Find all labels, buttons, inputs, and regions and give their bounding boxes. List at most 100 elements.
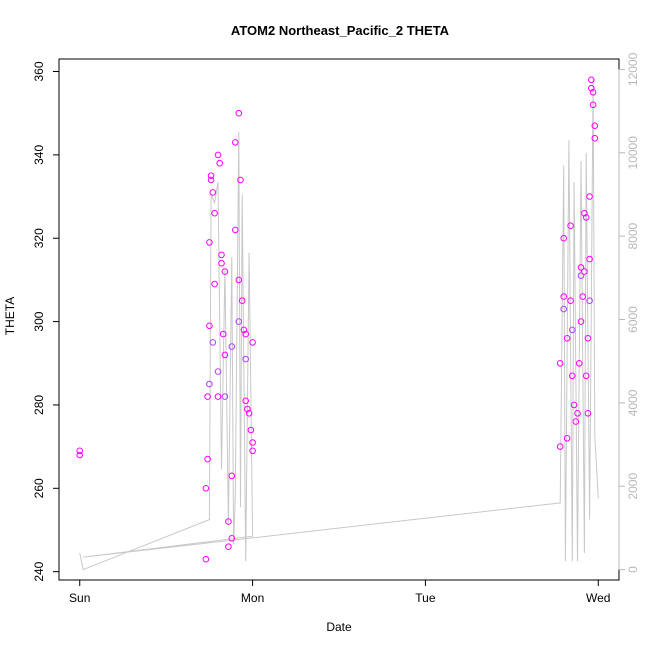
depth-trace-line [79, 77, 599, 571]
theta-point [589, 89, 597, 96]
theta-point [207, 176, 215, 184]
theta-point [591, 134, 599, 142]
plot-frame [58, 58, 620, 581]
right-axis: 0 2000 4000 6000 8000 10000 12000 [618, 52, 640, 573]
theta-point [76, 451, 83, 459]
left-axis: 240 260 280 300 320 340 360 [32, 61, 60, 582]
theta-point [245, 410, 253, 417]
depth-trace-series [79, 77, 599, 571]
theta-point [242, 330, 249, 338]
theta-point [211, 209, 218, 217]
theta-point [247, 426, 255, 434]
theta-point [232, 139, 239, 146]
theta-point [204, 455, 211, 463]
theta-point [588, 76, 595, 84]
theta-point [237, 176, 244, 184]
theta-point [206, 380, 213, 388]
theta-point [556, 443, 564, 450]
theta-point [206, 239, 213, 246]
y2-tick-label: 2000 [626, 473, 640, 500]
theta-point [221, 393, 229, 400]
y-tick-label: 280 [32, 395, 46, 415]
y-tick-label: 340 [32, 145, 46, 165]
theta-point [235, 109, 243, 117]
y2-tick-label: 12000 [626, 52, 640, 86]
theta-point [579, 293, 587, 300]
theta-point [574, 410, 581, 417]
theta-point [569, 372, 576, 380]
theta-point [570, 401, 578, 409]
x-tick-label: Tue [415, 591, 436, 605]
theta-point [214, 368, 222, 375]
theta-point [221, 351, 229, 359]
theta-point [238, 297, 246, 305]
theta-point [582, 214, 590, 221]
theta-point [202, 485, 210, 492]
theta-point [228, 472, 236, 480]
x-axis-label: Date [326, 620, 352, 634]
theta-point [588, 84, 595, 92]
theta-point [225, 518, 232, 525]
theta-point [225, 543, 232, 551]
theta-point [218, 259, 225, 267]
theta-point [586, 255, 593, 263]
theta-point [240, 326, 248, 334]
y2-tick-label: 10000 [626, 136, 640, 170]
theta-point [563, 435, 571, 442]
y-tick-label: 240 [32, 561, 46, 581]
theta-point [219, 330, 227, 338]
theta-point [228, 343, 236, 350]
chart-title: ATOM2 Northeast_Pacific_2 THETA [231, 23, 450, 38]
x-tick-label: Sun [69, 591, 90, 605]
y2-tick-label: 4000 [626, 389, 640, 416]
theta-point [586, 193, 593, 200]
theta-point [560, 293, 568, 300]
theta-point [228, 535, 236, 542]
theta-point [567, 297, 574, 305]
theta-point [76, 447, 83, 455]
theta-point [575, 360, 583, 367]
theta-point [204, 393, 211, 400]
theta-point [581, 209, 588, 217]
theta-point [584, 335, 592, 342]
bottom-axis: Sun Mon Tue Wed [69, 579, 610, 605]
x-tick-label: Wed [586, 591, 610, 605]
y2-tick-label: 6000 [626, 306, 640, 333]
theta-point [249, 339, 256, 346]
theta-point [563, 335, 571, 342]
theta-point [572, 418, 580, 425]
theta-point [206, 322, 213, 330]
theta-point [202, 555, 210, 563]
theta-point [207, 172, 215, 179]
y2-tick-label: 8000 [626, 222, 640, 249]
theta-point [591, 122, 599, 129]
theta-point [577, 318, 585, 325]
theta-point [235, 276, 243, 284]
theta-point-series [76, 76, 599, 563]
theta-point [218, 251, 225, 259]
theta-point [216, 159, 223, 167]
theta-point [586, 297, 593, 305]
theta-point [584, 410, 592, 417]
theta-point [569, 326, 576, 334]
x-tick-label: Mon [241, 591, 264, 605]
theta-point [209, 189, 217, 196]
theta-point [242, 397, 249, 405]
theta-point [589, 101, 597, 109]
y-tick-label: 360 [32, 61, 46, 81]
theta-point [232, 226, 239, 234]
theta-point [214, 393, 222, 400]
theta-point [235, 318, 243, 325]
theta-point [577, 264, 585, 271]
y-tick-label: 320 [32, 228, 46, 248]
theta-point [209, 339, 217, 346]
theta-point [567, 222, 574, 229]
theta-point [214, 151, 222, 159]
theta-point [211, 280, 218, 288]
theta-point [577, 272, 585, 280]
y-tick-label: 260 [32, 478, 46, 498]
theta-point [560, 234, 568, 242]
theta-point [582, 372, 590, 380]
theta-point [221, 268, 229, 275]
